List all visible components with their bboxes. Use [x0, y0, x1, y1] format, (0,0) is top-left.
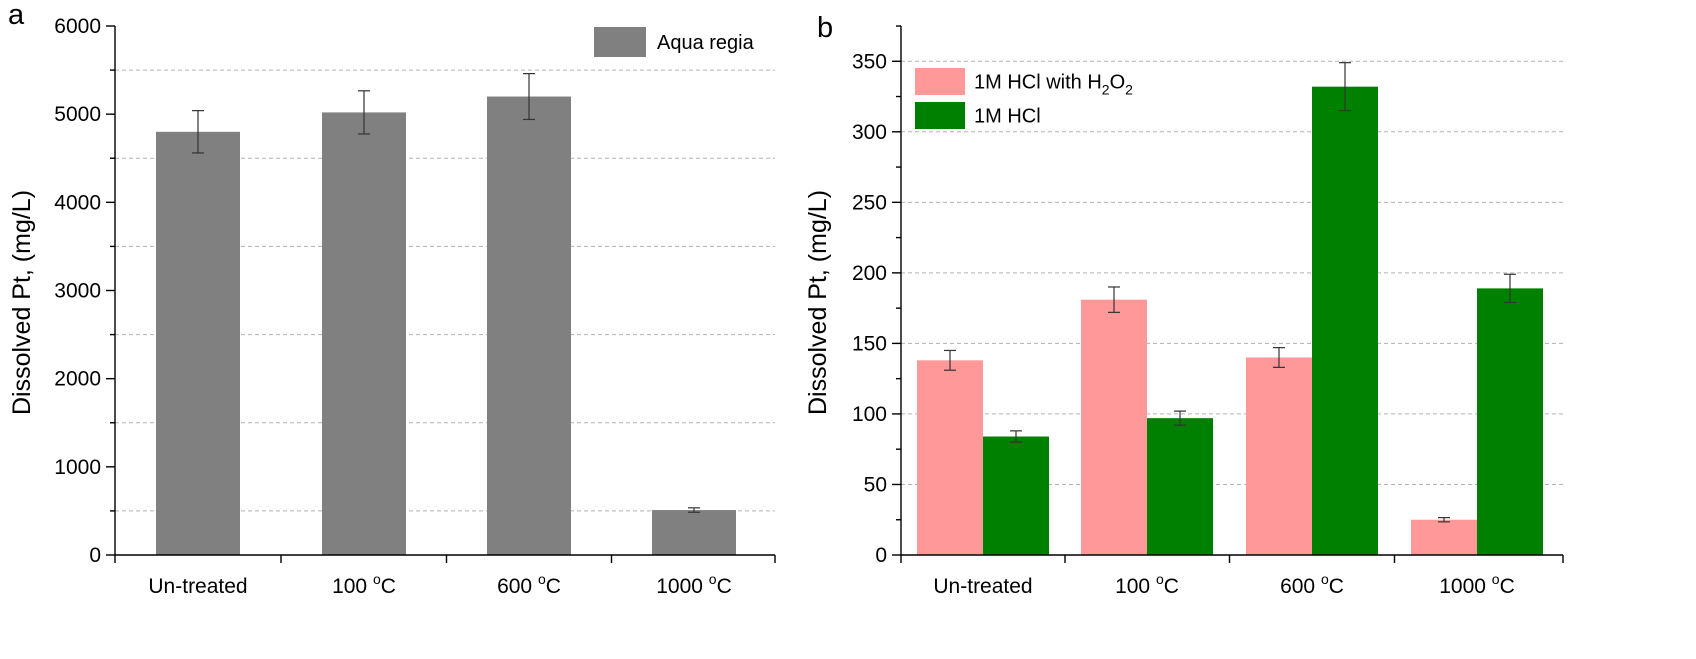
x-tick-label-text: 1000	[1439, 575, 1492, 598]
x-tick-label-text: Un-treated	[933, 575, 1032, 598]
x-tick-label-unit: C	[1500, 575, 1515, 598]
bar	[1411, 519, 1477, 555]
x-tick-label-degree: o	[538, 571, 546, 587]
y-axis-title: Dissolved Pt, (mg/L)	[8, 190, 36, 415]
legend-label: Aqua regia	[657, 32, 755, 54]
x-tick-label: Un-treated	[933, 575, 1032, 598]
y-tick-label: 300	[852, 121, 887, 144]
panel-letter: b	[817, 12, 833, 44]
y-tick-label: 0	[89, 544, 101, 567]
bar	[1147, 418, 1213, 555]
bar	[917, 360, 983, 555]
error-bar	[192, 110, 204, 154]
bar	[1246, 357, 1312, 555]
error-bar	[1108, 286, 1120, 313]
x-tick-label-degree: o	[373, 571, 381, 587]
error-bar	[944, 349, 956, 371]
y-tick-label: 1000	[54, 456, 101, 479]
x-tick-label: 100 oC	[1115, 571, 1179, 598]
x-tick-label: Un-treated	[148, 575, 247, 598]
y-tick-label: 0	[875, 544, 887, 567]
bar	[983, 436, 1049, 555]
error-bar	[1504, 273, 1516, 304]
x-tick-label-unit: C	[381, 575, 396, 598]
x-tick-label-text: 1000	[656, 575, 709, 598]
y-tick-label: 150	[852, 332, 887, 355]
legend-swatch	[594, 27, 646, 57]
y-axis-title: Dissolved Pt, (mg/L)	[804, 190, 832, 415]
x-tick-label-degree: o	[709, 571, 717, 587]
x-tick-label-degree: o	[1156, 571, 1164, 587]
bar	[487, 96, 571, 556]
y-tick-label: 100	[852, 403, 887, 426]
legend-label-subscript: 2	[1125, 82, 1133, 98]
x-tick-label-text: 100	[1115, 575, 1156, 598]
bar	[1312, 86, 1378, 556]
bar	[1477, 288, 1543, 555]
error-bar	[688, 507, 700, 513]
y-tick-label: 5000	[54, 103, 101, 126]
error-bar	[1438, 517, 1450, 523]
x-tick-label-unit: C	[546, 575, 561, 598]
y-tick-label: 4000	[54, 191, 101, 214]
x-tick-label: 100 oC	[332, 571, 396, 598]
legend-label-text: 1M HCl with H	[974, 72, 1102, 94]
panel-letter: a	[8, 0, 25, 31]
y-tick-label: 50	[864, 473, 887, 496]
legend-label: 1M HCl with H2O2	[974, 72, 1133, 98]
y-tick-label: 6000	[54, 15, 101, 38]
y-tick-label: 200	[852, 262, 887, 285]
y-tick-label: 350	[852, 50, 887, 73]
x-tick-label-text: Un-treated	[148, 575, 247, 598]
legend-swatch	[915, 68, 965, 95]
legend-label-text: O	[1110, 72, 1126, 94]
bar	[322, 112, 406, 556]
x-tick-label: 1000 oC	[656, 571, 732, 598]
bar	[652, 510, 736, 555]
error-bar	[1010, 430, 1022, 443]
x-tick-label-unit: C	[1329, 575, 1344, 598]
legend-label: 1M HCl	[974, 106, 1041, 128]
legend-label-text: 1M HCl	[974, 106, 1041, 128]
x-tick-label-unit: C	[717, 575, 732, 598]
legend-label-subscript: 2	[1102, 82, 1110, 98]
error-bar	[1339, 62, 1351, 112]
y-tick-label: 3000	[54, 280, 101, 303]
x-tick-label-degree: o	[1492, 571, 1500, 587]
bar	[156, 131, 240, 556]
y-tick-label: 2000	[54, 368, 101, 391]
error-bar	[358, 90, 370, 135]
error-bar	[1273, 347, 1285, 368]
legend-swatch	[915, 102, 965, 129]
x-tick-label-degree: o	[1321, 571, 1329, 587]
x-tick-label-text: 100	[332, 575, 373, 598]
error-bar	[1174, 410, 1186, 426]
x-tick-label: 600 oC	[1280, 571, 1344, 598]
panel-a-chart: 0 1000 2000 3000 4000 5000 6000 Un-treated 100 o…	[8, 0, 776, 598]
legend: Aqua regia	[594, 27, 755, 57]
bar	[1081, 299, 1147, 555]
y-tick-label: 250	[852, 191, 887, 214]
x-tick-label-unit: C	[1164, 575, 1179, 598]
x-tick-label: 600 oC	[497, 571, 561, 598]
error-bar	[523, 73, 535, 121]
x-tick-label-text: 600	[497, 575, 538, 598]
x-tick-label: 1000 oC	[1439, 571, 1515, 598]
x-tick-label-text: 600	[1280, 575, 1321, 598]
